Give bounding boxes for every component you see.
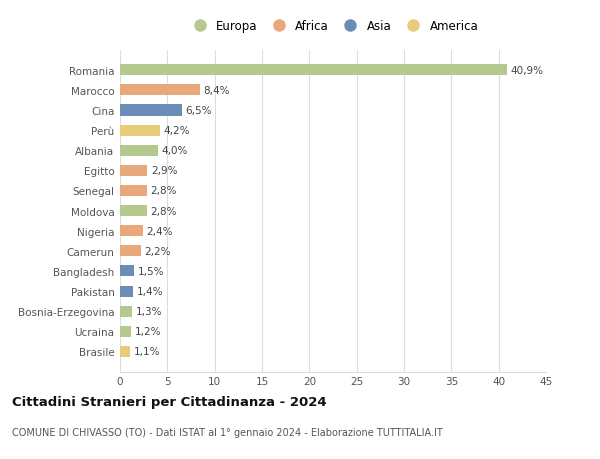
Text: 8,4%: 8,4%	[203, 86, 229, 95]
Text: 1,1%: 1,1%	[134, 347, 160, 357]
Text: 2,4%: 2,4%	[146, 226, 173, 236]
Bar	[120, 266, 134, 277]
Text: 4,2%: 4,2%	[163, 126, 190, 136]
Text: 40,9%: 40,9%	[511, 66, 544, 76]
Bar	[120, 326, 131, 337]
Text: COMUNE DI CHIVASSO (TO) - Dati ISTAT al 1° gennaio 2024 - Elaborazione TUTTITALI: COMUNE DI CHIVASSO (TO) - Dati ISTAT al …	[12, 427, 443, 437]
Bar	[120, 125, 160, 136]
Bar	[120, 85, 200, 96]
Bar	[120, 146, 158, 157]
Text: 6,5%: 6,5%	[185, 106, 211, 116]
Bar	[120, 226, 143, 237]
Bar	[120, 286, 133, 297]
Text: Cittadini Stranieri per Cittadinanza - 2024: Cittadini Stranieri per Cittadinanza - 2…	[12, 395, 326, 408]
Text: 1,5%: 1,5%	[137, 266, 164, 276]
Text: 2,8%: 2,8%	[150, 186, 176, 196]
Bar	[120, 346, 130, 357]
Bar	[120, 185, 146, 196]
Text: 1,2%: 1,2%	[134, 327, 161, 336]
Text: 4,0%: 4,0%	[161, 146, 188, 156]
Text: 1,3%: 1,3%	[136, 307, 162, 317]
Text: 2,9%: 2,9%	[151, 166, 177, 176]
Text: 2,8%: 2,8%	[150, 206, 176, 216]
Bar	[120, 165, 148, 177]
Text: 2,2%: 2,2%	[144, 246, 170, 256]
Bar	[120, 65, 507, 76]
Bar	[120, 246, 141, 257]
Text: 1,4%: 1,4%	[137, 286, 163, 297]
Bar	[120, 206, 146, 217]
Legend: Europa, Africa, Asia, America: Europa, Africa, Asia, America	[185, 18, 481, 35]
Bar	[120, 105, 182, 116]
Bar	[120, 306, 133, 317]
